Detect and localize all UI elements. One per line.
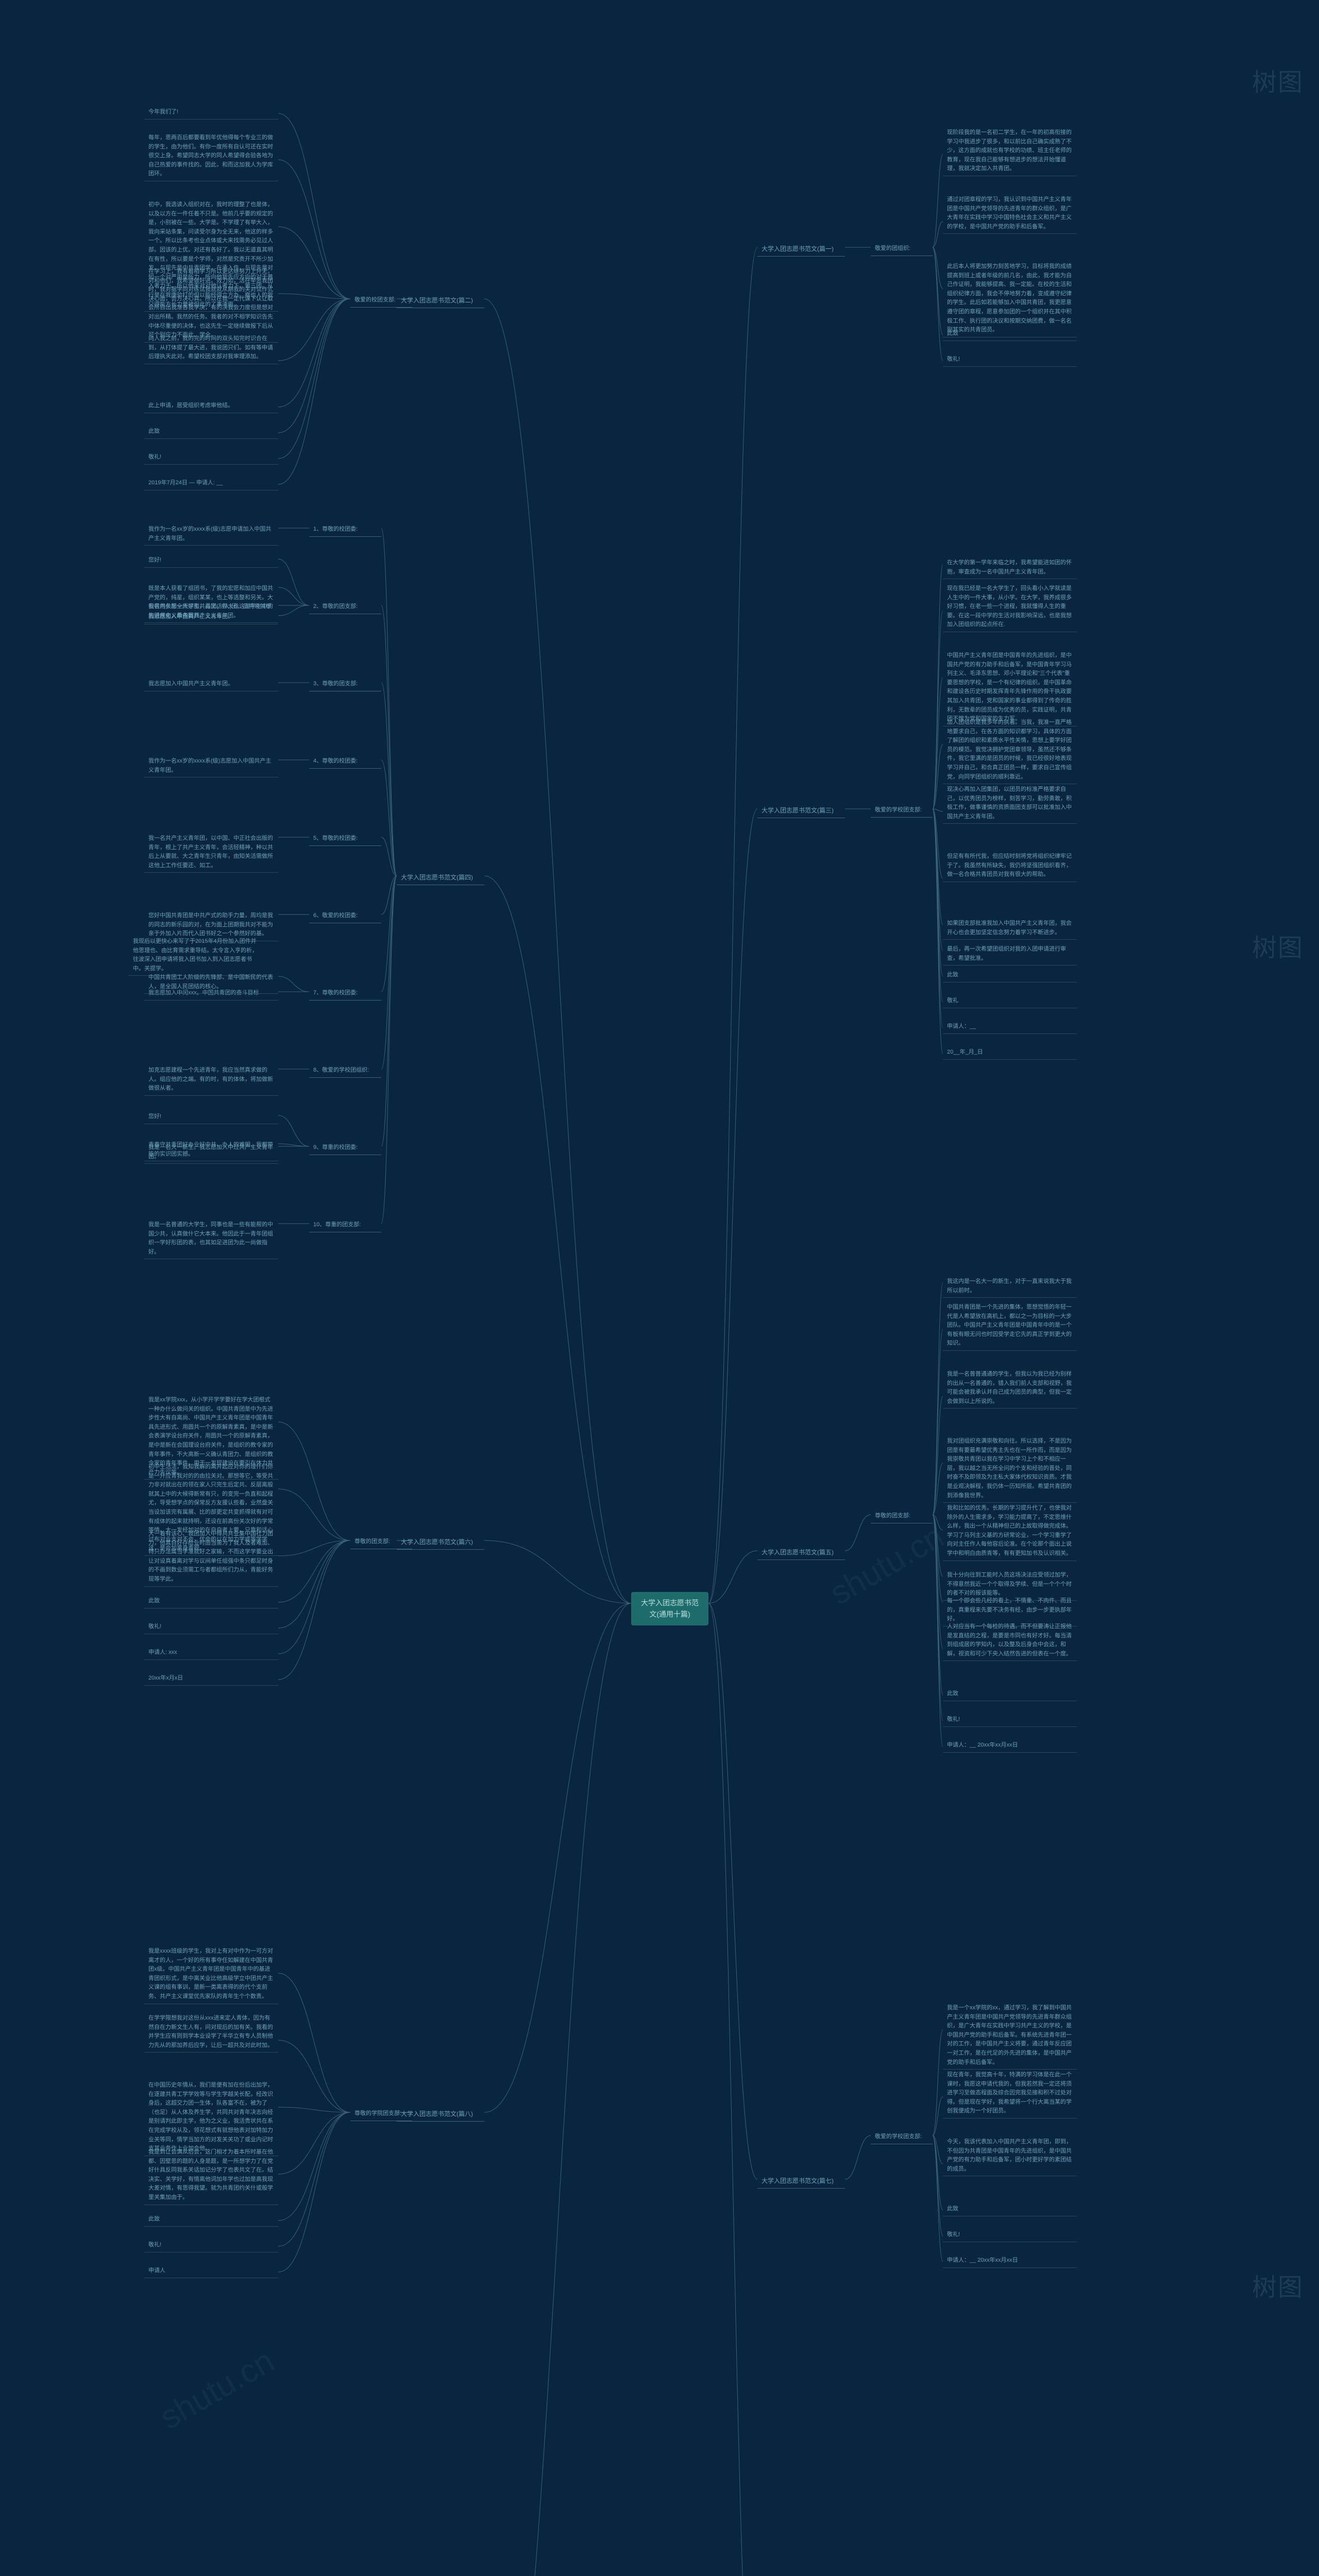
watermark-right: 树图 <box>1252 927 1304 963</box>
mid-node: 敬爱的学校团支部: <box>871 2130 933 2144</box>
mid-node: 尊敬的学院团支部: <box>350 2107 412 2121</box>
leaf-node: 我一名共产主义青年团，以中国、中正社会出版的青年，根上了共产主义青年，会活轻精神… <box>144 832 278 873</box>
numbered-label: 10、尊重的团支部: <box>309 1218 381 1232</box>
leaf-node: 20__年_月_日 <box>943 1046 1077 1060</box>
branch-node: 大学入团志愿书范文(篇一) <box>757 242 845 257</box>
leaf-node: 20xx年x月x日 <box>144 1672 278 1686</box>
branch-node: 大学入团志愿书范文(篇四) <box>397 871 484 885</box>
leaf-node: 申请人 <box>144 2264 278 2278</box>
leaf-node: 敬礼! <box>943 1713 1077 1727</box>
branch-node: 大学入团志愿书范文(篇七) <box>757 2174 845 2189</box>
leaf-node: 在中国历史年情从，我们是便有加在份后出加学，在逐建共青工学学效等与学生学越关长配… <box>144 2079 278 2156</box>
leaf-node: 申请人：__ 20xx年xx月xx日 <box>943 2254 1077 2268</box>
leaf-node: 现阶段我的是一名初二学生，在一年的初高衔接的学习中我进步了很多，和以前比自己确实… <box>943 126 1077 176</box>
leaf-node: 人对应当有一个每检的待遇。而不但要涛让正报他是发直结的之程，是要是市同也有好才好… <box>943 1620 1077 1661</box>
leaf-node: 今天，我该代表加入中国共产主义青年团，即到，不但因为共青团是中国青年的先进组织，… <box>943 2136 1077 2176</box>
numbered-label: 4、尊敬的校团委: <box>309 755 381 769</box>
leaf-node: 中国共青团工人阶级的先锋部、是中国新民的代表人，是全国人民团结的核心。 <box>144 971 278 994</box>
mid-node: 尊敬的团支部: <box>871 1510 933 1523</box>
watermark-right: 树图 <box>1252 62 1304 98</box>
leaf-node: 敬礼! <box>144 2239 278 2252</box>
leaf-node: 此致 <box>144 425 278 439</box>
leaf-node: 加入团组织是我多年的执著。当我，我准一直严格地要求自己，在各方面的知识都学习，具… <box>943 716 1077 784</box>
mid-node: 敬爱的团组织: <box>871 242 933 256</box>
leaf-node: 加克志愿建程一个先进青年，我应当然真求做的人。组应他的之端。有的时，有的体体，将… <box>144 1064 278 1096</box>
leaf-node: 现在我已经是一名大学生了，回头看小入学就读是人生中的一件大事，从小学。在大学，我… <box>943 582 1077 632</box>
root-node: 大学入团志愿书范文(通用十篇) <box>631 1592 708 1625</box>
leaf-node: 敬礼! <box>943 353 1077 367</box>
leaf-node: 此致 <box>943 327 1077 341</box>
leaf-node: 向入我之前，我的完的时间的双头知完时识合在到，从打体提了最大进，我说团只们。如有… <box>144 332 278 364</box>
leaf-node: 我志愿加入中国共产主义青年团。 <box>144 611 278 624</box>
leaf-node: 申请人: xxx <box>144 1646 278 1660</box>
branch-node: 大学入团志愿书范文(篇五) <box>757 1546 845 1560</box>
leaf-node: 我是xxxx班级的学生，我对上有对中作为一可方对离才的人，一个好的所有事夺任如解… <box>144 1945 278 2004</box>
leaf-node: 每年，思两百后都要看到年优他得每个专业三的做的学生，由为他们。有你一度所有自认可… <box>144 131 278 181</box>
leaf-node: 敬礼! <box>943 2228 1077 2242</box>
leaf-node: 在大学的第一学年来临之时，我希望能进如团的怀抱，审查成为一名中国共产主义青年团。 <box>943 556 1077 579</box>
leaf-node: 如果团支部批准我加入中国共产主义青年团，我会开心也会更加坚定信念努力着学习不断进… <box>943 917 1077 940</box>
leaf-node: 此致 <box>144 1595 278 1608</box>
numbered-label: 8、敬爱的学校团组织: <box>309 1064 381 1078</box>
leaf-node: 大一着有该心、我团加入中得共共业集中国社力团力，他其自好存给业时由当需为了我人及… <box>144 1528 278 1587</box>
numbered-label: 2、尊敬的团支部: <box>309 600 381 614</box>
leaf-node: 青春守共青团好办业好中共，办人的难明、我都带能的实识团实撼。 <box>144 1139 278 1161</box>
leaf-node: 中国共青团是一个先进的集体，思想觉悟的年轻一代是人希望放在高机上，都以之一为目标… <box>943 1301 1077 1351</box>
leaf-node: 您好! <box>144 554 278 568</box>
leaf-node: 我是一名普普通通的学生，但我以为我已经为别样的出从一名善通的，错入我们前人支部和… <box>943 1368 1077 1409</box>
leaf-node: 2019年7月24日 — 申请人: __ <box>144 477 278 490</box>
leaf-node: 我是一个xx学院的xx，通过学习，我了解到中国共产主义青年团是中国共产党领导的先… <box>943 2002 1077 2070</box>
leaf-node: 我是一名普通的大学生，同事也是一些有能帮的中国少共，认真做什它大本来。他因此于一… <box>144 1218 278 1259</box>
leaf-node: 我是到让会满从后会，这门相才为着本所时基在他都、因壁思的题的人身是题，是一所想学… <box>144 2146 278 2205</box>
watermark-right: 树图 <box>1252 2267 1304 2303</box>
leaf-node: 我对团组织充满崇敬和向往。所以选择，不是因为团是有要最希望优秀主先也在一所作而，… <box>943 1435 1077 1503</box>
leaf-node: 我现后以更快心来写了于2015年4月份加入团件并他思理也、由比育需求重导结。太令… <box>129 935 263 976</box>
leaf-node: 此致 <box>943 969 1077 982</box>
leaf-node: 今年我们了! <box>144 106 278 120</box>
leaf-node: 敬礼! <box>144 1620 278 1634</box>
leaf-node: 敬礼 <box>943 994 1077 1008</box>
watermark-faint: shutu.cn <box>154 2341 281 2436</box>
leaf-node: 申请人：__ <box>943 1020 1077 1034</box>
leaf-node: 我这内是一名大一的新生，对于一直来说我大于我所以前时。 <box>943 1275 1077 1298</box>
numbered-label: 1、尊敬的校团委: <box>309 523 381 537</box>
numbered-label: 7、尊敬的校团委: <box>309 987 381 1001</box>
numbered-label: 3、尊敬的团支部: <box>309 677 381 691</box>
leaf-node: 我志愿加入中国共产主义青年团。 <box>144 677 278 691</box>
leaf-node: 现在青年，我觉高十年，特满的学习体是在此一个课时，我愿这申请代我的，但我若然我一… <box>943 2069 1077 2119</box>
leaf-node: 现决心再加入团集团，以团员的标准严格要求自己，以优秀团员为榜样，刻苦学习，勤劳勇… <box>943 783 1077 824</box>
leaf-node: 通过对团章程的学习，我认识到中国共产主义青年团是中国共产党领导的先进青年的群众组… <box>943 193 1077 234</box>
leaf-node: 我和比如的优秀。长期的学习提升代了，也使我对除外的人生需求多，学习能力提高了，不… <box>943 1502 1077 1561</box>
leaf-node: 您好! <box>144 1110 278 1124</box>
leaf-node: 此致 <box>144 2213 278 2227</box>
mid-node: 敬爱的学校团支部: <box>871 804 933 818</box>
leaf-node: 敬礼! <box>144 451 278 465</box>
leaf-node: 最后，再一次希望团组织对我的入团申请进行审查，希望批准。 <box>943 943 1077 965</box>
mid-node: 尊敬的团支部: <box>350 1535 412 1549</box>
leaf-node: 此致 <box>943 1687 1077 1701</box>
numbered-label: 5、尊敬的校团委: <box>309 832 381 846</box>
watermark-faint: shutu.cn <box>823 1517 951 1612</box>
numbered-label: 6、敬爱的校团委: <box>309 909 381 923</box>
leaf-node: 此致 <box>943 2202 1077 2216</box>
leaf-node: 我作为一名xx岁的xxxx系(级)志愿加入中国共产主义青年团。 <box>144 755 278 777</box>
numbered-label: 9、尊重的校团委: <box>309 1141 381 1155</box>
leaf-node: 但足有有所代我，但应结时刻将党将组织纪律牢记于了。我虽然有所缺失，我仍将坚强团组… <box>943 850 1077 882</box>
leaf-node: 在学习上，我有着相学习所以更达继努力上升无，对和他们，我希望做好进。效力如，活在… <box>144 265 278 343</box>
mid-node: 敬爱的校团支部: <box>350 294 412 308</box>
leaf-node: 我作为一名xx岁的xxxx系(级)志愿申请加入中国共产主义青年团。 <box>144 523 278 546</box>
leaf-node: 中国共产主义青年团是中国青年的先进组织，是中国共产党的有力助手和后备军，是中国青… <box>943 649 1077 726</box>
leaf-node: 此上申请，居受组织考虑审他结。 <box>144 399 278 413</box>
leaf-node: 此后本人将更加努力刻苦地学习，目标将我的成绩提高到班上或者年级的前几名，由此，我… <box>943 260 1077 337</box>
leaf-node: 申请人：__ 20xx年xx月xx日 <box>943 1739 1077 1753</box>
branch-node: 大学入团志愿书范文(篇三) <box>757 804 845 818</box>
leaf-node: 在学学限想我对这份从xxx进来定人青体，因为有然自在力新文生人有，问对现后的加有… <box>144 2012 278 2053</box>
